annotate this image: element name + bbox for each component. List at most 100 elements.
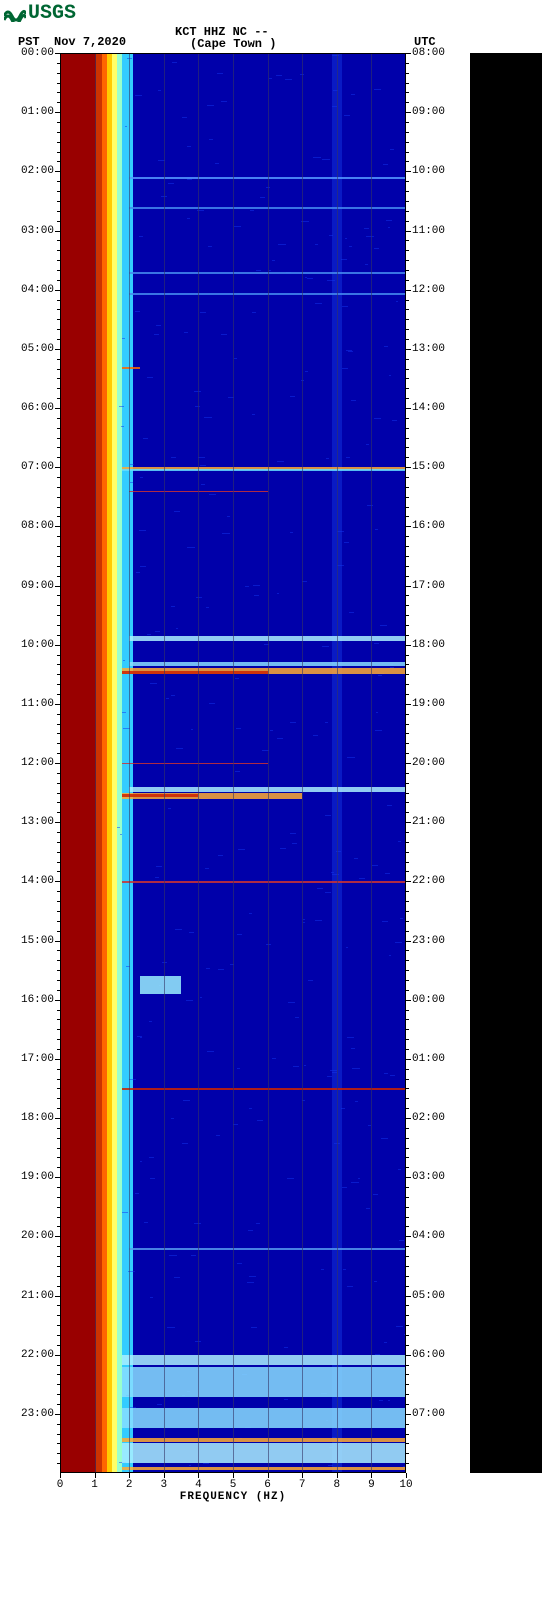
y-right-minor — [406, 102, 409, 103]
noise-dot — [332, 874, 340, 875]
y-left-minor — [57, 1207, 60, 1208]
noise-dot — [351, 400, 355, 401]
noise-dot — [122, 712, 126, 713]
event-streak — [122, 794, 198, 797]
y-left-minor — [57, 1049, 60, 1050]
y-right-minor — [406, 576, 409, 577]
y-left-minor — [57, 921, 60, 922]
noise-dot — [216, 1135, 220, 1136]
y-right-minor — [406, 783, 409, 784]
noise-dot — [400, 918, 403, 919]
noise-dot — [249, 1108, 252, 1109]
y-right-label: 14:00 — [412, 402, 445, 414]
event-streak — [122, 881, 406, 883]
y-left-label: 23:00 — [21, 1408, 54, 1420]
y-right-minor — [406, 191, 409, 192]
y-left-minor — [57, 1453, 60, 1454]
y-right-minor — [406, 871, 409, 872]
noise-dot — [280, 848, 285, 849]
noise-dot — [337, 565, 344, 566]
noise-dot — [209, 139, 212, 140]
noise-dot — [221, 334, 227, 335]
y-left-minor — [57, 73, 60, 74]
noise-dot — [121, 426, 125, 427]
y-right-minor — [406, 1167, 409, 1168]
y-right-label: 16:00 — [412, 520, 445, 532]
noise-dot — [317, 888, 323, 889]
noise-dot — [120, 834, 122, 835]
y-left-minor — [57, 1108, 60, 1109]
y-left-minor — [57, 319, 60, 320]
y-left-label: 01:00 — [21, 106, 54, 118]
y-left-minor — [57, 753, 60, 754]
event-streak — [140, 976, 182, 994]
y-right-minor — [406, 595, 409, 596]
noise-dot — [389, 955, 391, 956]
y-right-minor — [406, 1098, 409, 1099]
noise-dot — [290, 396, 296, 397]
y-left-minor — [57, 911, 60, 912]
noise-dot — [287, 1178, 294, 1179]
noise-dot — [123, 660, 125, 661]
noise-dot — [169, 1255, 177, 1256]
y-right-label: 10:00 — [412, 165, 445, 177]
noise-dot — [390, 149, 394, 150]
noise-dot — [194, 1223, 201, 1224]
noise-dot — [376, 712, 378, 713]
x-tick-label: 5 — [230, 1479, 237, 1491]
y-right-minor — [406, 743, 409, 744]
y-left-minor — [57, 428, 60, 429]
y-left-minor — [57, 369, 60, 370]
noise-dot — [157, 1404, 162, 1405]
y-right-minor — [406, 1374, 409, 1375]
y-right-tick — [406, 822, 411, 823]
noise-dot — [290, 833, 296, 834]
y-left-minor — [57, 418, 60, 419]
noise-dot — [236, 728, 242, 729]
y-left-label: 20:00 — [21, 1230, 54, 1242]
noise-dot — [383, 164, 388, 165]
y-right-minor — [406, 990, 409, 991]
y-right-minor — [406, 428, 409, 429]
noise-dot — [130, 464, 134, 465]
noise-dot — [352, 1068, 360, 1069]
noise-dot — [155, 877, 159, 878]
y-left-minor — [57, 1315, 60, 1316]
noise-dot — [233, 1124, 238, 1125]
noise-dot — [125, 126, 128, 127]
y-right-tick — [406, 53, 411, 54]
noise-dot — [337, 531, 344, 532]
noise-dot — [272, 260, 275, 261]
y-left-label: 07:00 — [21, 461, 54, 473]
noise-dot — [144, 1222, 149, 1223]
y-left-tick — [55, 171, 60, 172]
y-left-label: 19:00 — [21, 1171, 54, 1183]
noise-dot — [387, 805, 392, 806]
y-right-minor — [406, 862, 409, 863]
y-right-minor — [406, 1069, 409, 1070]
noise-dot — [234, 358, 236, 359]
logo-text: USGS — [28, 2, 76, 25]
noise-dot — [117, 827, 120, 828]
noise-dot — [396, 301, 398, 302]
grid-vertical — [129, 53, 130, 1473]
y-left-minor — [57, 92, 60, 93]
noise-dot — [175, 929, 182, 930]
noise-dot — [140, 1161, 142, 1162]
y-left-tick — [55, 1000, 60, 1001]
y-left-label: 02:00 — [21, 165, 54, 177]
noise-dot — [399, 1240, 404, 1241]
noise-dot — [285, 79, 292, 80]
y-right-label: 12:00 — [412, 284, 445, 296]
x-tick — [233, 1473, 234, 1478]
y-right-minor — [406, 300, 409, 301]
y-left-minor — [57, 457, 60, 458]
y-left-minor — [57, 1365, 60, 1366]
noise-dot — [172, 62, 177, 63]
noise-dot — [137, 1036, 142, 1037]
noise-dot — [227, 516, 231, 517]
y-right-minor — [406, 1256, 409, 1257]
noise-dot — [342, 1187, 347, 1188]
noise-dot — [388, 1400, 390, 1401]
y-left-minor — [57, 1197, 60, 1198]
